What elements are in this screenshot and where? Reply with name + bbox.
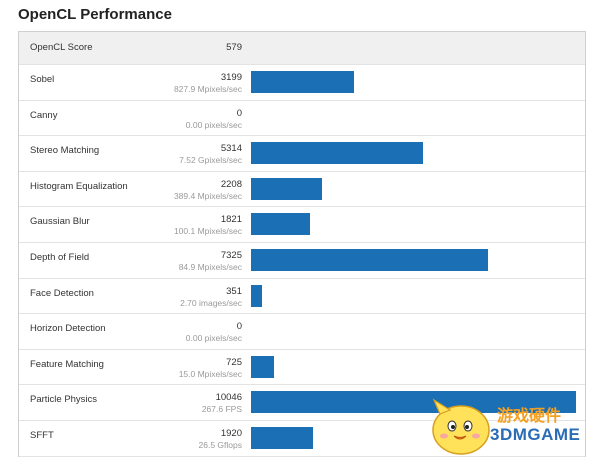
- results-panel: OpenCL Score 579 Sobel 3199 827.9 Mpixels/…: [18, 31, 586, 457]
- test-name: Depth of Field: [30, 252, 90, 263]
- test-throughput: 267.6 FPS: [201, 404, 242, 415]
- score-bar: [251, 249, 488, 271]
- score-bar: [251, 71, 355, 93]
- result-row: Histogram Equalization 2208 389.4 Mpixels/…: [19, 172, 585, 208]
- score-bar: [251, 284, 263, 307]
- test-throughput: 84.9 Mpixels/sec: [178, 262, 242, 272]
- test-name: Sobel: [30, 74, 55, 85]
- test-score: 0: [236, 107, 242, 119]
- test-name: Face Detection: [30, 287, 94, 299]
- result-row: Sobel 3199 827.9 Mpixels/sec: [19, 65, 585, 101]
- test-throughput: 15.0 Mpixels/sec: [178, 368, 242, 379]
- score-header-row: OpenCL Score 579: [19, 32, 585, 65]
- test-score: 2208: [220, 178, 242, 190]
- watermark-text-en: 3DMGAME: [490, 425, 581, 444]
- test-score: 1920: [220, 428, 242, 439]
- test-name: Histogram Equalization: [30, 180, 128, 192]
- score-bar: [251, 142, 423, 165]
- test-score: 3199: [220, 72, 242, 83]
- test-throughput: 7.52 Gpixels/sec: [179, 155, 242, 166]
- result-row: Horizon Detection 0 0.00 pixels/sec: [19, 314, 585, 350]
- test-throughput: 2.70 images/sec: [180, 297, 242, 308]
- result-row: Depth of Field 7325 84.9 Mpixels/sec: [19, 243, 585, 279]
- test-throughput: 389.4 Mpixels/sec: [173, 190, 242, 201]
- test-score: 725: [226, 356, 242, 368]
- test-name: Horizon Detection: [30, 323, 106, 335]
- mascot-icon: [432, 398, 490, 455]
- score-bar: [251, 427, 314, 449]
- result-row: Face Detection 351 2.70 images/sec: [19, 279, 585, 315]
- test-name: Particle Physics: [30, 394, 98, 406]
- test-score: 5314: [220, 143, 242, 155]
- score-bar: [251, 391, 576, 414]
- result-row: Canny 0 0.00 pixels/sec: [19, 101, 585, 137]
- test-throughput: 100.1 Mpixels/sec: [173, 226, 242, 237]
- result-row: Stereo Matching 5314 7.52 Gpixels/sec: [19, 136, 585, 172]
- test-throughput: 0.00 pixels/sec: [185, 333, 242, 344]
- result-row: SFFT 1920 26.5 Gflops: [19, 421, 585, 457]
- result-row: Gaussian Blur 1821 100.1 Mpixels/sec: [19, 207, 585, 243]
- test-name: Gaussian Blur: [30, 216, 90, 228]
- test-throughput: 827.9 Mpixels/sec: [173, 84, 242, 94]
- page-title: OpenCL Performance: [18, 6, 172, 23]
- test-score: 351: [226, 285, 242, 297]
- test-name: Feature Matching: [30, 358, 104, 370]
- test-name: Canny: [30, 109, 58, 121]
- test-throughput: 0.00 pixels/sec: [185, 119, 242, 130]
- result-row: Feature Matching 725 15.0 Mpixels/sec: [19, 350, 585, 386]
- test-name: Stereo Matching: [30, 145, 100, 157]
- score-label: OpenCL Score: [30, 42, 93, 53]
- score-bar: [251, 213, 310, 236]
- test-throughput: 26.5 Gflops: [198, 440, 242, 450]
- score-bar: [251, 177, 323, 200]
- test-score: 7325: [220, 250, 242, 261]
- test-score: 10046: [215, 392, 242, 404]
- test-score: 1821: [220, 214, 242, 226]
- test-name: SFFT: [30, 430, 54, 441]
- score-value: 579: [226, 42, 242, 53]
- watermark-text-cn: 游戏硬件: [497, 408, 562, 425]
- test-score: 0: [236, 321, 242, 333]
- result-row: Particle Physics 10046 267.6 FPS: [19, 385, 585, 421]
- score-bar: [251, 355, 275, 378]
